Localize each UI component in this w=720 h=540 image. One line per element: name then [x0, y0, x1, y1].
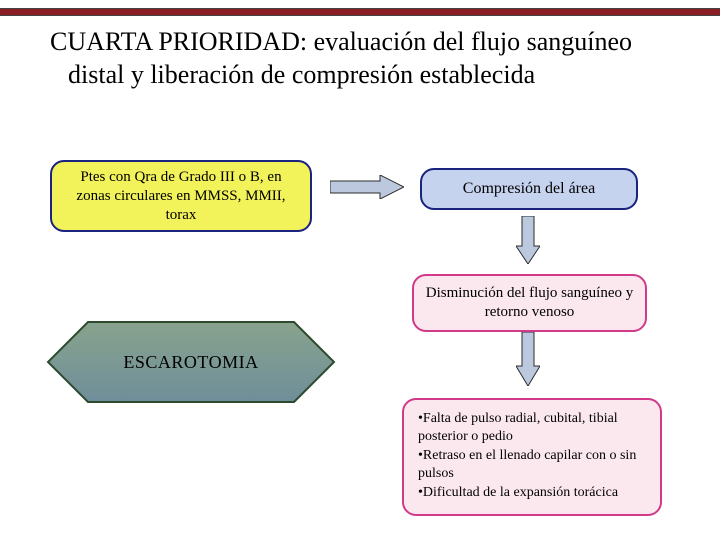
box-patients-criteria: Ptes con Qra de Grado III o B, en zonas …: [50, 160, 312, 232]
box-text: Compresión del área: [463, 180, 595, 197]
box-compression: Compresión del área: [420, 168, 638, 210]
list-item: •Falta de pulso radial, cubital, tibial …: [418, 410, 646, 445]
arrow-right-icon: [330, 175, 404, 199]
slide-title: CUARTA PRIORIDAD: evaluación del flujo s…: [68, 26, 680, 91]
arrow-down-icon: [516, 216, 540, 264]
hexagon-escharotomy: ESCAROTOMIA: [46, 320, 336, 404]
list-item: •Retraso en el llenado capilar con o sin…: [418, 447, 646, 482]
list-item: •Dificultad de la expansión torácica: [418, 484, 646, 502]
arrow-down-icon: [516, 332, 540, 386]
box-signs-list: •Falta de pulso radial, cubital, tibial …: [402, 398, 662, 516]
accent-bar: [0, 8, 720, 16]
box-flow-reduction: Disminución del flujo sanguíneo y retorn…: [412, 274, 647, 332]
box-text: Disminución del flujo sanguíneo y retorn…: [426, 285, 633, 320]
box-text: Ptes con Qra de Grado III o B, en zonas …: [76, 169, 285, 223]
hexagon-label: ESCAROTOMIA: [46, 320, 336, 404]
